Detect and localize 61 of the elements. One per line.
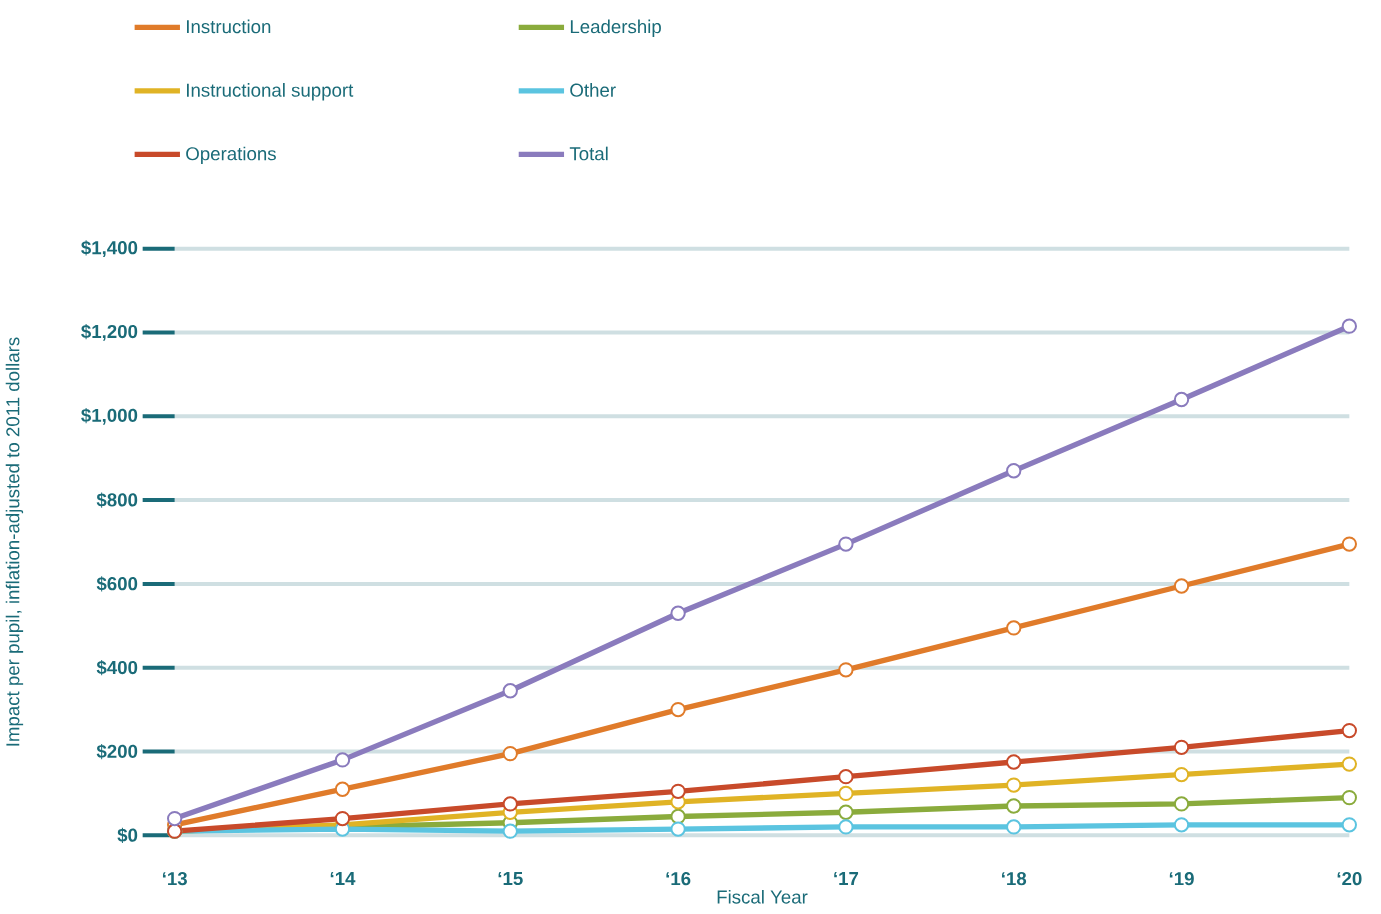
point [838, 819, 854, 835]
x-tick-label: ‘20 [1337, 872, 1362, 886]
point [670, 701, 686, 718]
x-axis-title: Fiscal Year [717, 889, 808, 904]
point [1006, 754, 1022, 770]
point [1173, 817, 1190, 833]
legend-label: Other [570, 83, 616, 97]
point [1006, 777, 1022, 793]
y-tick-label: $600 [96, 576, 138, 592]
point [334, 781, 351, 797]
legend-label: Instructional support [187, 83, 354, 101]
y-tick-label: $1,200 [81, 324, 138, 341]
point [502, 683, 518, 699]
x-tick-label: ‘16 [666, 872, 691, 886]
point [838, 662, 854, 678]
y-tick-label: $0 [117, 827, 138, 843]
x-tick-label: ‘17 [834, 872, 859, 885]
point [334, 752, 351, 768]
point [670, 821, 686, 837]
point [1006, 463, 1022, 479]
y-axis-title: Impact per pupil, inflation-adjusted to 2011 dollars [5, 337, 24, 746]
point [1173, 766, 1190, 783]
point [670, 605, 686, 621]
point [1341, 817, 1357, 833]
point [1173, 578, 1190, 594]
point [1341, 789, 1357, 806]
y-tick-label: $1,400 [81, 240, 138, 258]
point [1341, 722, 1357, 739]
point [1173, 391, 1190, 408]
x-tick-label: ‘19 [1169, 872, 1194, 886]
point [1006, 798, 1022, 814]
point [167, 810, 183, 827]
legend-label: Total [569, 146, 608, 161]
y-tick-label: $1,000 [81, 407, 138, 425]
y-tick-label: $200 [96, 743, 138, 760]
legend-label: Leadership [570, 19, 661, 37]
point [838, 785, 854, 802]
x-tick-label: ‘13 [162, 872, 187, 886]
legend-label: Operations [186, 146, 276, 165]
y-tick-label: $800 [96, 492, 138, 508]
point [334, 810, 351, 827]
point [1173, 796, 1190, 812]
point [670, 783, 686, 799]
point [1341, 318, 1357, 334]
point [838, 804, 854, 820]
point [1006, 620, 1022, 636]
x-tick-label: ‘15 [498, 872, 523, 886]
point [1006, 819, 1022, 835]
point [1173, 739, 1190, 755]
point [502, 823, 518, 839]
point [838, 536, 854, 552]
point [670, 808, 686, 825]
y-tick-label: $400 [96, 660, 138, 676]
point [1341, 536, 1357, 552]
legend-label: Instruction [187, 19, 271, 34]
x-tick-label: ‘18 [1002, 872, 1027, 886]
point [502, 796, 518, 812]
x-tick-label: ‘14 [330, 872, 356, 885]
point [502, 745, 518, 762]
point [1341, 756, 1357, 772]
point [838, 769, 854, 785]
